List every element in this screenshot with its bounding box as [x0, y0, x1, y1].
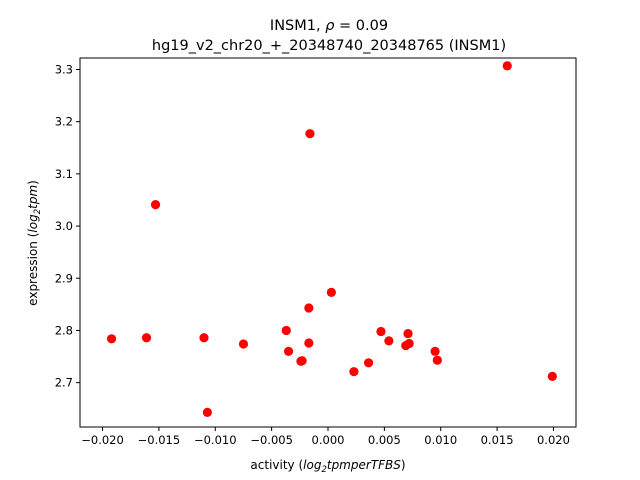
y-tick-label: 2.8: [55, 323, 73, 337]
chart-title: INSM1, ρ = 0.09: [270, 18, 388, 34]
data-point-10: [199, 333, 209, 343]
y-axis-label-prefix: expression (: [26, 233, 40, 306]
data-point-7: [376, 326, 386, 337]
x-tick-label: −0.020: [81, 433, 124, 447]
y-tick-label: 2.9: [55, 271, 73, 285]
chart-title-rho-value: = 0.09: [334, 18, 388, 34]
data-point-11: [106, 334, 117, 344]
data-point-21: [296, 356, 306, 366]
x-axis-label-suffix: ): [401, 458, 406, 472]
y-axis-label: expression (log2tpm): [26, 180, 43, 306]
y-tick-label: 3.1: [55, 167, 73, 181]
x-axis-label-unit: tpmperTFBS: [327, 458, 401, 472]
data-point-15: [238, 339, 249, 349]
data-point-2: [305, 129, 315, 139]
x-tick-label: −0.015: [138, 433, 181, 447]
y-axis-ticks: 2.7 2.8 2.9 3.0 3.1 3.2 3.3: [55, 62, 80, 390]
plot-frame: [79, 57, 577, 428]
data-point-17: [283, 346, 294, 356]
y-tick-label: 2.7: [55, 376, 73, 390]
data-point-22: [363, 358, 374, 368]
data-point-23: [349, 367, 359, 377]
data-point-12: [384, 336, 394, 346]
data-point-13: [304, 338, 314, 348]
data-point-6: [281, 325, 291, 336]
y-tick-label: 3.2: [55, 115, 73, 129]
y-axis-label-sub: 2: [33, 209, 43, 214]
data-point-19: [432, 355, 442, 365]
y-tick-label: 3.3: [55, 62, 73, 76]
data-point-16: [401, 340, 411, 351]
y-tick-label: 3.0: [55, 219, 73, 233]
data-point-3: [150, 200, 161, 210]
data-point-9: [141, 333, 152, 343]
y-axis-label-log: log: [26, 214, 40, 233]
x-axis-label-sub: 2: [321, 465, 326, 475]
chart-title-name: INSM1,: [270, 18, 325, 34]
data-point-24: [547, 371, 557, 381]
x-tick-label: 0.010: [424, 433, 457, 447]
x-axis-ticks: −0.020 −0.015 −0.010 −0.005 0.000 0.005 0.010 0…: [81, 427, 570, 447]
data-point-8: [403, 328, 413, 339]
x-tick-label: 0.020: [537, 433, 570, 447]
data-point-25: [202, 407, 212, 417]
x-tick-label: 0.015: [481, 433, 514, 447]
x-tick-label: −0.010: [194, 433, 237, 447]
data-point-5: [304, 303, 314, 313]
x-tick-label: 0.000: [312, 433, 345, 447]
x-axis-label-log: log: [303, 458, 322, 472]
chart-subtitle: hg19_v2_chr20_+_20348740_20348765 (INSM1…: [152, 38, 506, 54]
x-tick-label: 0.005: [368, 433, 401, 447]
x-tick-label: −0.005: [250, 433, 293, 447]
x-axis-label: activity (log2tpmperTFBS): [250, 458, 405, 475]
data-point-1: [502, 61, 512, 71]
y-axis-label-suffix: ): [26, 180, 40, 185]
data-point-18: [430, 346, 440, 356]
y-axis-label-unit: tpm: [26, 185, 40, 209]
chart-title-rho-symbol: ρ: [325, 18, 335, 34]
data-point-4: [326, 287, 336, 297]
scatter-points: [106, 61, 557, 417]
x-axis-label-prefix: activity (: [250, 458, 303, 472]
